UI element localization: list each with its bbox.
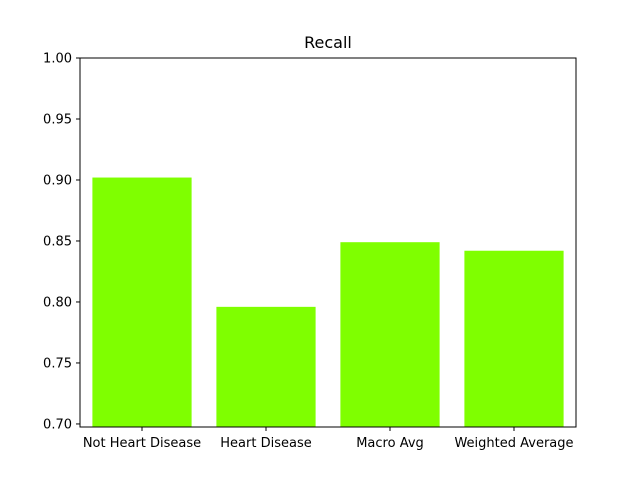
x-tick-label: Macro Avg [356, 436, 424, 451]
y-axis: 0.70 0.75 0.80 0.85 0.90 0.95 1.00 [43, 52, 80, 432]
bar-heart-disease [216, 306, 316, 427]
y-tick-label: 0.95 [43, 112, 72, 127]
y-tick-label: 1.00 [43, 52, 72, 67]
plot-frame [79, 57, 577, 428]
bar-macro-avg [340, 242, 440, 427]
bars-layer [92, 177, 564, 427]
chart-title: Recall [304, 33, 352, 52]
x-tick-label: Not Heart Disease [83, 436, 201, 451]
y-tick-label: 0.90 [43, 173, 72, 188]
bar-not-heart-disease [92, 177, 192, 427]
x-tick-label: Weighted Average [454, 436, 573, 451]
y-tick-label: 0.80 [43, 295, 72, 310]
x-tick-label: Heart Disease [220, 436, 311, 451]
y-tick-label: 0.75 [43, 356, 72, 371]
y-tick-label: 0.70 [43, 417, 72, 432]
y-tick-label: 0.85 [43, 234, 72, 249]
x-axis: Not Heart Disease Heart Disease Macro Avg W… [83, 427, 574, 451]
bar-weighted-average [464, 250, 564, 427]
